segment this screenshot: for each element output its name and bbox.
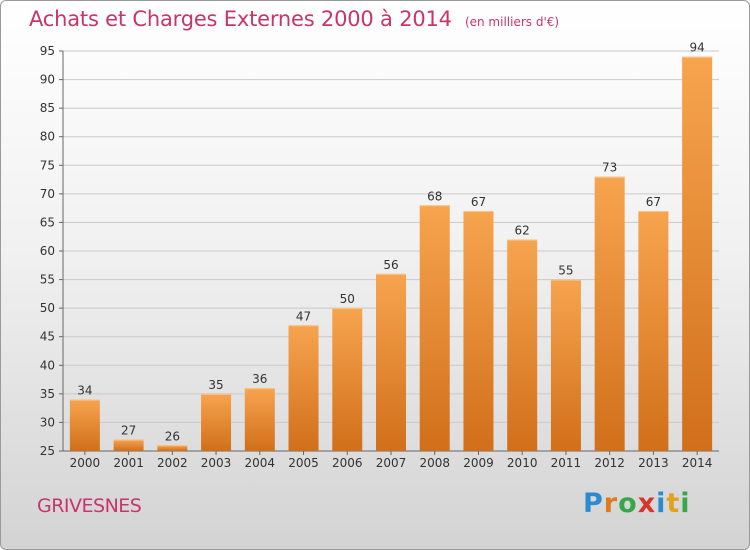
y-tick-label: 30 <box>40 415 55 429</box>
logo-letter: o <box>618 488 638 519</box>
bar <box>201 393 232 451</box>
bar-value-label: 73 <box>602 161 617 175</box>
bar <box>244 388 275 451</box>
bar-value-label: 56 <box>383 258 398 272</box>
bar <box>463 211 494 451</box>
x-tick-label: 2007 <box>376 456 407 470</box>
bar-value-label: 94 <box>689 41 704 55</box>
proxiti-logo[interactable]: Proxiti <box>583 488 691 519</box>
bar <box>69 399 100 451</box>
y-tick-label: 60 <box>40 244 55 258</box>
bar <box>332 308 363 451</box>
x-tick-label: 2001 <box>113 456 144 470</box>
bar-value-label: 34 <box>77 384 92 398</box>
x-tick-label: 2011 <box>551 456 582 470</box>
y-tick-label: 35 <box>40 387 55 401</box>
y-tick-label: 55 <box>40 273 55 287</box>
x-tick-label: 2003 <box>201 456 232 470</box>
y-tick-label: 25 <box>40 444 55 458</box>
bar <box>157 445 188 451</box>
x-tick-label: 2013 <box>638 456 669 470</box>
bar <box>550 279 581 451</box>
bar-value-label: 50 <box>340 292 355 306</box>
y-tick-label: 75 <box>40 158 55 172</box>
bar-value-label: 67 <box>471 195 486 209</box>
y-tick-label: 80 <box>40 130 55 144</box>
x-tick-label: 2014 <box>682 456 713 470</box>
x-tick-label: 2002 <box>157 456 188 470</box>
bar-value-label: 55 <box>558 264 573 278</box>
y-tick-label: 90 <box>40 73 55 87</box>
bar-value-label: 67 <box>646 195 661 209</box>
logo-letter: r <box>603 488 619 519</box>
bar <box>113 439 144 451</box>
x-tick-label: 2004 <box>245 456 276 470</box>
x-tick-label: 2008 <box>419 456 450 470</box>
y-tick-label: 45 <box>40 330 55 344</box>
bar <box>507 239 538 451</box>
bar <box>376 273 406 451</box>
bar-value-label: 36 <box>252 372 267 386</box>
y-tick-label: 50 <box>40 301 55 315</box>
y-tick-label: 95 <box>40 44 55 58</box>
logo-letter: x <box>637 488 657 519</box>
bar <box>288 325 319 451</box>
bar-value-label: 27 <box>121 424 136 438</box>
x-tick-label: 2005 <box>288 456 319 470</box>
bar <box>638 211 669 451</box>
y-tick-label: 70 <box>40 187 55 201</box>
y-tick-label: 85 <box>40 101 55 115</box>
bar-value-label: 26 <box>165 429 180 443</box>
logo-letter: i <box>656 488 667 519</box>
bar <box>594 176 625 451</box>
y-tick-label: 65 <box>40 215 55 229</box>
logo-letter: i <box>680 488 691 519</box>
bar-value-label: 35 <box>208 378 223 392</box>
x-tick-label: 2006 <box>332 456 363 470</box>
bar <box>419 205 450 451</box>
chart-subtitle: (en milliers d'€) <box>464 15 560 29</box>
y-tick-label: 40 <box>40 358 55 372</box>
bar-value-label: 47 <box>296 309 311 323</box>
x-tick-label: 2000 <box>70 456 101 470</box>
bar-value-label: 62 <box>515 224 530 238</box>
chart-header: Achats et Charges Externes 2000 à 2014 (… <box>29 7 559 31</box>
commune-name: GRIVESNES <box>37 495 142 517</box>
logo-letter: P <box>583 488 604 519</box>
logo-letter: t <box>666 488 681 519</box>
chart-title: Achats et Charges Externes 2000 à 2014 <box>29 7 452 31</box>
x-tick-label: 2009 <box>463 456 494 470</box>
x-tick-label: 2012 <box>594 456 625 470</box>
x-tick-label: 2010 <box>507 456 538 470</box>
bar-value-label: 68 <box>427 189 442 203</box>
bar <box>682 56 713 451</box>
